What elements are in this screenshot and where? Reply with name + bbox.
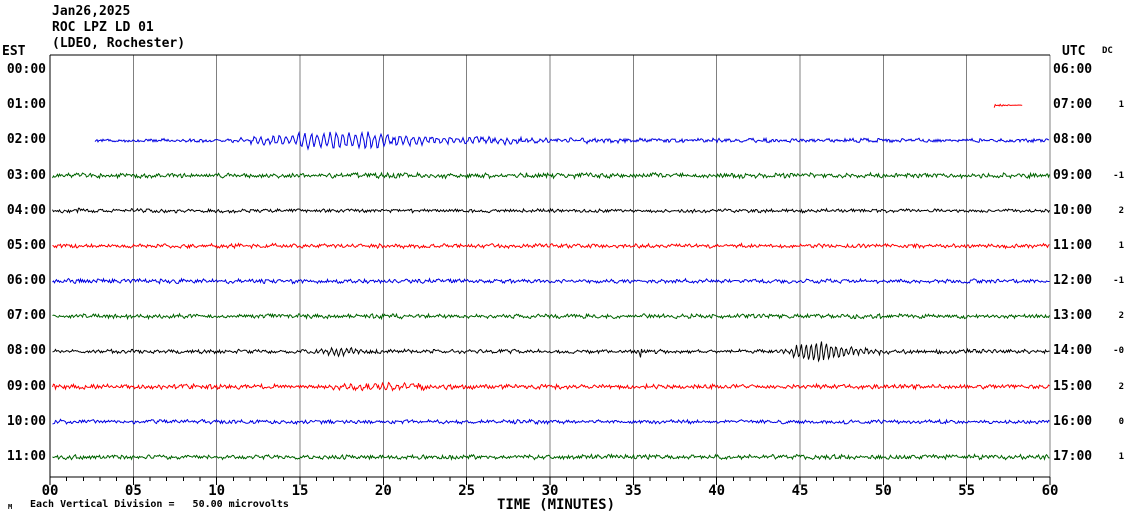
est-label-11: 11:00 — [6, 448, 46, 464]
utc-label-11: 17:00 — [1053, 448, 1093, 464]
x-tick-label-35: 35 — [624, 483, 642, 499]
trace-row-10 — [52, 418, 1050, 426]
title-station: ROC LPZ LD 01 — [52, 20, 154, 35]
est-label-2: 02:00 — [6, 132, 46, 148]
x-tick-label-45: 45 — [791, 483, 809, 499]
dc-value-6: -1 — [1113, 276, 1124, 287]
dc-value-11: 1 — [1118, 451, 1124, 462]
est-label-4: 04:00 — [6, 202, 46, 218]
est-label-10: 10:00 — [6, 413, 46, 429]
utc-label-10: 16:00 — [1053, 413, 1093, 429]
utc-label-4: 10:00 — [1053, 202, 1093, 218]
trace-row-5 — [52, 242, 1050, 250]
utc-label-0: 06:00 — [1053, 62, 1093, 77]
utc-label-1: 07:00 — [1053, 97, 1093, 113]
x-axis-label: TIME (MINUTES) — [496, 497, 616, 513]
est-label-6: 06:00 — [6, 273, 46, 289]
x-tick-label-00: 00 — [41, 483, 59, 499]
title-location: (LDEO, Rochester) — [52, 36, 186, 51]
dc-value-1: 1 — [1118, 100, 1124, 111]
trace-row-4 — [52, 207, 1050, 215]
trace-row-7 — [52, 312, 1050, 321]
x-tick-label-05: 05 — [124, 483, 142, 499]
est-label-8: 08:00 — [6, 343, 46, 359]
x-tick-label-55: 55 — [958, 483, 976, 499]
x-tick-label-20: 20 — [374, 483, 392, 499]
watermark-glyph: M — [8, 503, 13, 511]
trace-row-6 — [52, 277, 1050, 285]
x-tick-label-60: 60 — [1041, 483, 1059, 499]
trace-row-1 — [993, 103, 1023, 108]
dc-value-7: 2 — [1118, 311, 1124, 322]
utc-label-6: 12:00 — [1053, 273, 1093, 289]
utc-label-9: 15:00 — [1053, 378, 1093, 394]
utc-label-8: 14:00 — [1053, 343, 1093, 359]
x-tick-label-15: 15 — [291, 483, 309, 499]
x-tick-label-30: 30 — [541, 483, 559, 499]
x-tick-label-40: 40 — [708, 483, 726, 499]
x-tick-label-25: 25 — [458, 483, 476, 499]
utc-label-5: 11:00 — [1053, 237, 1093, 253]
title-date: Jan26,2025 — [52, 4, 131, 19]
x-tick-label-10: 10 — [208, 483, 226, 499]
est-label-9: 09:00 — [6, 378, 46, 394]
utc-label-2: 08:00 — [1053, 132, 1093, 148]
left-axis-header: EST — [2, 44, 26, 59]
trace-row-3 — [52, 171, 1050, 180]
utc-label-7: 13:00 — [1053, 308, 1093, 324]
est-label-7: 07:00 — [6, 308, 46, 324]
utc-label-3: 09:00 — [1053, 167, 1093, 183]
est-label-1: 01:00 — [6, 97, 46, 113]
trace-row-11 — [52, 453, 1050, 461]
est-label-0: 00:00 — [6, 62, 46, 77]
right-axis-header: UTC — [1062, 44, 1086, 59]
dc-value-4: 2 — [1118, 205, 1124, 216]
dc-value-3: -1 — [1113, 170, 1124, 181]
dc-value-8: -0 — [1113, 346, 1124, 357]
dc-value-9: 2 — [1118, 381, 1124, 392]
est-label-3: 03:00 — [6, 167, 46, 183]
dc-value-5: 1 — [1118, 240, 1124, 251]
trace-row-8 — [52, 341, 1050, 363]
trace-row-2 — [94, 130, 1049, 151]
trace-row-9 — [52, 381, 1050, 392]
dc-value-10: 0 — [1118, 416, 1124, 427]
est-label-5: 05:00 — [6, 237, 46, 253]
scale-note: Each Vertical Division = 50.00 microvolt… — [30, 499, 289, 510]
dc-column-header: DC — [1102, 46, 1113, 56]
x-tick-label-50: 50 — [874, 483, 892, 499]
